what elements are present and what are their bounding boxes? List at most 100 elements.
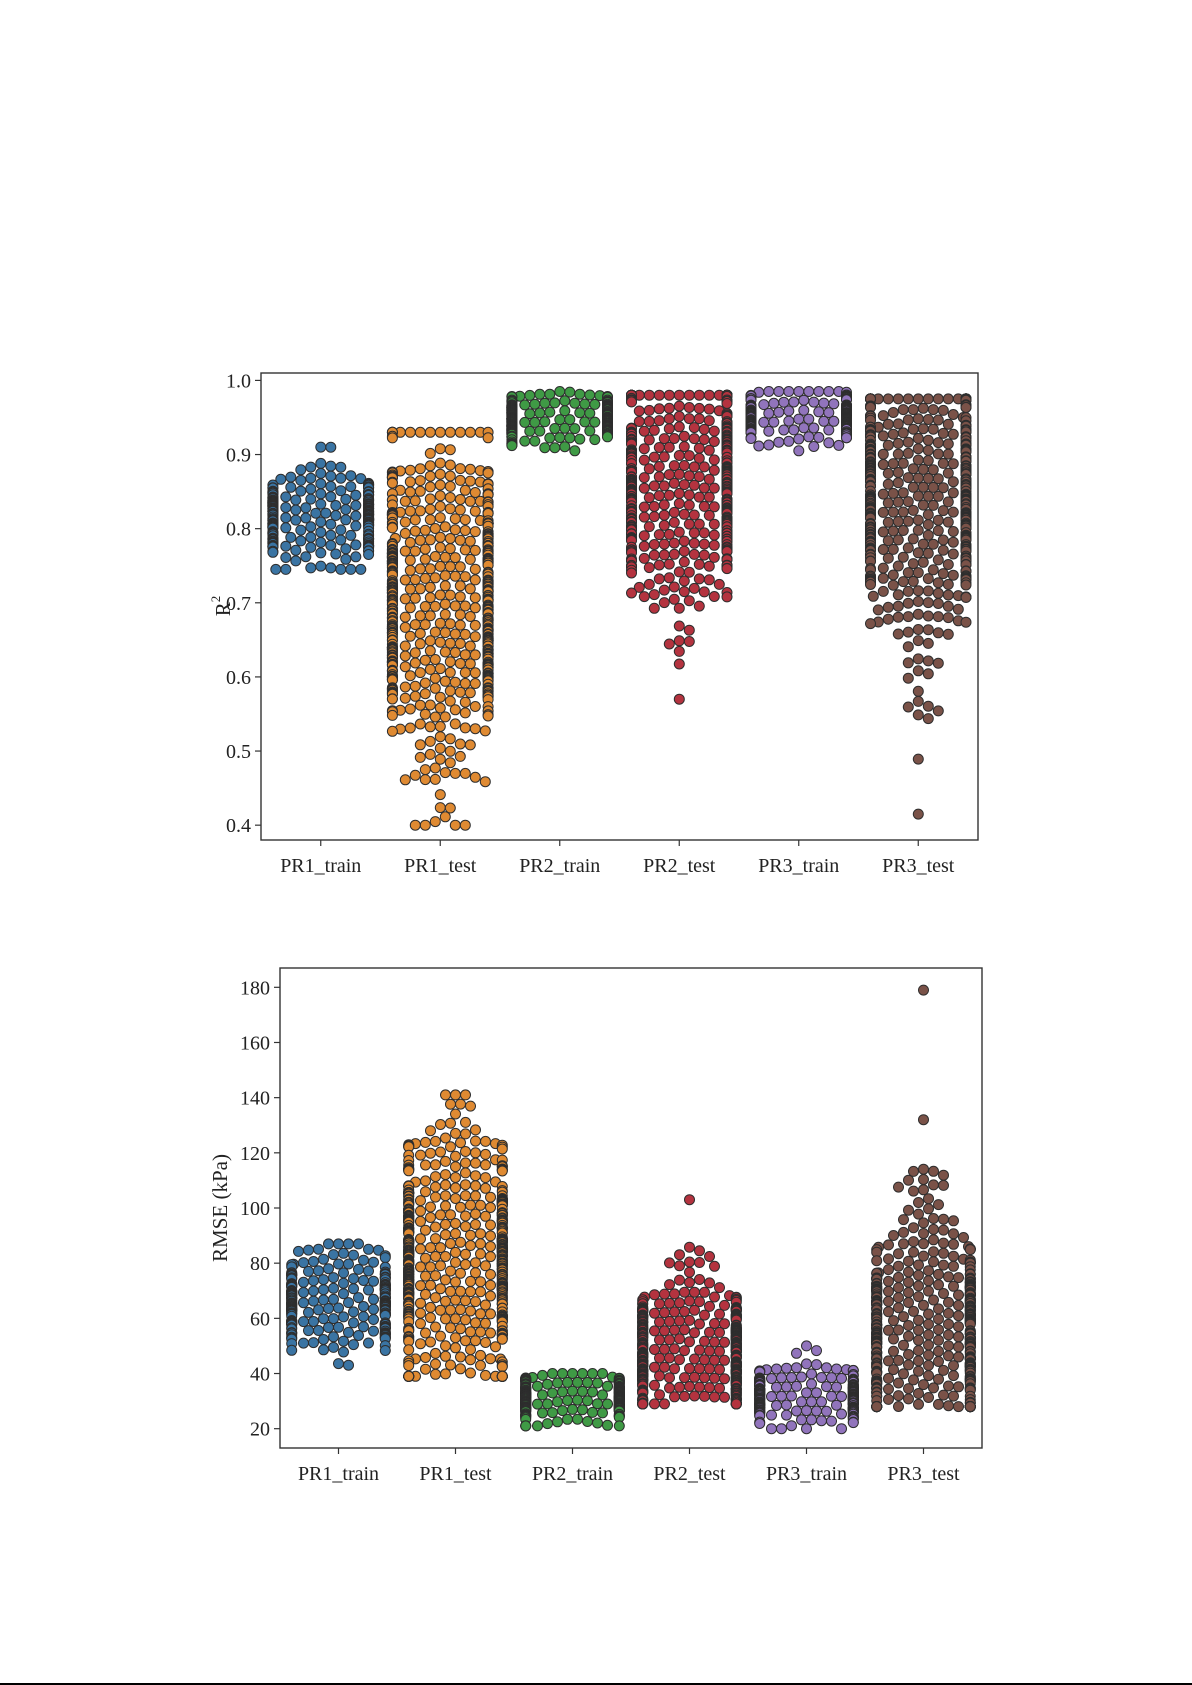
rmse-point-PR1_train xyxy=(349,1318,359,1328)
rmse-point-PR1_test xyxy=(451,1173,461,1183)
r2-point-PR2_test xyxy=(704,390,714,400)
r2-point-PR2_test xyxy=(644,493,654,503)
rmse-point-PR3_test xyxy=(884,1276,894,1286)
r2-point-PR2_train xyxy=(550,398,560,408)
r2-point-PR3_train xyxy=(784,436,794,446)
rmse-point-PR2_test xyxy=(655,1390,665,1400)
r2-point-PR1_test xyxy=(410,620,420,630)
r2-point-PR3_test xyxy=(938,405,948,415)
r2-point-PR2_test xyxy=(659,481,669,491)
r2-point-PR3_test xyxy=(883,419,893,429)
r2-y-tick-label: 0.8 xyxy=(226,519,251,541)
rmse-point-PR3_test xyxy=(944,1319,954,1329)
rmse-point-PR1_train xyxy=(324,1304,334,1314)
rmse-point-PR3_test xyxy=(954,1300,964,1310)
rmse-point-PR3_test xyxy=(939,1260,949,1270)
r2-point-PR3_test xyxy=(938,569,948,579)
rmse-point-PR2_test xyxy=(690,1328,700,1338)
rmse-point-PR2_train xyxy=(543,1379,553,1389)
r2-point-PR1_test xyxy=(405,477,415,487)
r2-point-PR2_test xyxy=(709,426,719,436)
r2-point-PR2_test xyxy=(627,397,637,407)
r2-point-PR2_test xyxy=(674,499,684,509)
r2-point-PR1_test xyxy=(387,523,397,533)
r2-point-PR1_test xyxy=(420,775,430,785)
r2-point-PR1_test xyxy=(435,561,445,571)
r2-point-PR1_test xyxy=(405,506,415,516)
r2-point-PR2_test xyxy=(674,469,684,479)
r2-point-PR3_test xyxy=(918,557,928,567)
r2-point-PR1_test xyxy=(435,692,445,702)
r2-point-PR1_test xyxy=(430,774,440,784)
r2-point-PR3_test xyxy=(913,754,923,764)
r2-point-PR1_test xyxy=(450,553,460,563)
rmse-point-PR1_test xyxy=(451,1183,461,1193)
rmse-point-PR1_test xyxy=(426,1280,436,1290)
r2-point-PR1_train xyxy=(296,465,306,475)
rmse-point-PR3_test xyxy=(872,1256,882,1266)
r2-point-PR3_test xyxy=(878,573,888,583)
r2-point-PR3_test xyxy=(908,505,918,515)
r2-point-PR2_train xyxy=(560,423,570,433)
rmse-point-PR1_test xyxy=(481,1149,491,1159)
r2-point-PR3_test xyxy=(903,543,913,553)
r2-point-PR1_test xyxy=(387,694,397,704)
r2-point-PR3_train xyxy=(809,423,819,433)
r2-point-PR1_test xyxy=(400,651,410,661)
r2-point-PR2_test xyxy=(694,443,704,453)
r2-point-PR1_test xyxy=(460,629,470,639)
rmse-point-PR1_test xyxy=(461,1180,471,1190)
r2-point-PR2_test xyxy=(669,517,679,527)
r2-point-PR1_test xyxy=(425,749,435,759)
r2-point-PR1_test xyxy=(410,648,420,658)
rmse-point-PR3_train xyxy=(792,1406,802,1416)
rmse-point-PR1_test xyxy=(431,1293,441,1303)
r2-point-PR1_test xyxy=(430,817,440,827)
rmse-point-PR2_test xyxy=(690,1391,700,1401)
rmse-point-PR3_train xyxy=(782,1410,792,1420)
r2-point-PR3_test xyxy=(903,516,913,526)
r2-point-PR1_test xyxy=(435,664,445,674)
rmse-x-axis: PR1_train PR1_test PR2_train PR2_test PR3_tr… xyxy=(298,1448,960,1485)
rmse-y-tick-label: 60 xyxy=(250,1308,270,1330)
rmse-point-PR2_test xyxy=(685,1364,695,1374)
rmse-point-PR1_test xyxy=(466,1355,476,1365)
r2-point-PR2_test xyxy=(674,603,684,613)
rmse-point-PR1_train xyxy=(309,1317,319,1327)
rmse-point-PR1_test xyxy=(461,1168,471,1178)
rmse-point-PR1_test xyxy=(486,1270,496,1280)
r2-point-PR1_test xyxy=(425,564,435,574)
r2-point-PR2_test xyxy=(684,471,694,481)
r2-point-PR3_train xyxy=(814,407,824,417)
r2-point-PR1_test xyxy=(430,552,440,562)
rmse-point-PR3_test xyxy=(919,1115,929,1125)
rmse-point-PR3_train xyxy=(777,1373,787,1383)
r2-point-PR1_train xyxy=(286,472,296,482)
r2-point-PR2_test xyxy=(674,659,684,669)
r2-point-PR1_test xyxy=(465,612,475,622)
rmse-point-PR3_test xyxy=(914,1209,924,1219)
r2-point-PR2_test xyxy=(649,481,659,491)
rmse-point-PR1_train xyxy=(324,1323,334,1333)
r2-point-PR1_test xyxy=(420,655,430,665)
r2-point-PR1_train xyxy=(341,494,351,504)
rmse-x-tick-label: PR3_train xyxy=(766,1463,847,1485)
r2-point-PR1_test xyxy=(460,650,470,660)
rmse-point-PR3_test xyxy=(924,1393,934,1403)
r2-point-PR2_train xyxy=(575,408,585,418)
rmse-point-PR1_train xyxy=(299,1298,309,1308)
rmse-point-PR2_test xyxy=(685,1337,695,1347)
rmse-point-PR1_test xyxy=(416,1244,426,1254)
rmse-point-PR2_test xyxy=(670,1344,680,1354)
rmse-point-PR3_test xyxy=(934,1269,944,1279)
r2-point-PR2_train xyxy=(570,398,580,408)
r2-point-PR1_test xyxy=(465,427,475,437)
rmse-point-PR3_test xyxy=(889,1346,899,1356)
r2-point-PR1_train xyxy=(321,508,331,518)
rmse-point-PR3_test xyxy=(934,1200,944,1210)
r2-point-PR3_test xyxy=(893,561,903,571)
rmse-point-PR1_test xyxy=(416,1234,426,1244)
r2-point-PR1_test xyxy=(435,513,445,523)
r2-point-PR2_test xyxy=(649,452,659,462)
r2-point-PR1_test xyxy=(435,743,445,753)
